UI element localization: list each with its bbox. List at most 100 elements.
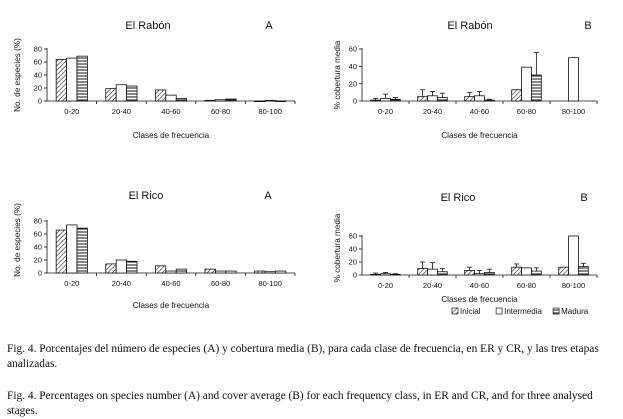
bar — [204, 268, 216, 274]
bar — [531, 74, 542, 102]
bar — [115, 259, 128, 274]
x-tick-label: 20-40 — [112, 279, 131, 288]
bar — [417, 96, 428, 102]
bar — [254, 100, 266, 103]
y-axis-label: % cobertura media — [333, 40, 342, 109]
bar — [165, 270, 177, 274]
y-tick-label: 0 — [38, 269, 42, 278]
bar — [126, 85, 138, 102]
bar — [464, 270, 475, 276]
chart-p1: El Rabón A No. de especies (%) 0 20 40 60 80 0-2… — [13, 20, 296, 140]
bar — [55, 229, 67, 274]
y-tick-label: 60 — [34, 230, 42, 239]
bar — [105, 88, 117, 102]
x-tick-label: 40-60 — [470, 107, 489, 116]
chart-site-title: El Rico — [129, 190, 164, 202]
bar — [380, 273, 391, 276]
bar — [370, 99, 381, 102]
legend: Inicial Intermedia Madura — [451, 307, 589, 316]
x-tick-label: 80-100 — [259, 279, 282, 288]
y-tick-label: 80 — [34, 45, 42, 54]
bar — [175, 98, 188, 102]
bar — [275, 270, 287, 274]
bar — [390, 273, 401, 276]
y-tick-label: 20 — [34, 84, 42, 93]
y-tick-label: 40 — [34, 71, 42, 80]
x-tick-label: 60-80 — [211, 279, 230, 288]
x-tick-label: 80-100 — [562, 107, 585, 116]
x-tick-label: 40-60 — [470, 281, 489, 290]
bar — [225, 98, 237, 102]
figure-caption-english: Fig. 4. Percentages on species number (A… — [7, 390, 593, 417]
bar — [154, 89, 167, 102]
y-tick-label: 40 — [349, 245, 357, 254]
x-tick-label: 80-100 — [259, 107, 282, 116]
bar — [417, 268, 428, 276]
bar — [437, 97, 448, 102]
bar — [511, 89, 522, 102]
figure-4-charts: El Rabón A No. de especies (%) 0 20 40 60 80 0-2… — [13, 20, 598, 316]
bar — [370, 273, 381, 276]
bar — [264, 99, 276, 102]
bar — [521, 66, 532, 102]
bar — [568, 57, 579, 102]
chart-panel-letter: A — [264, 190, 272, 202]
chart-p2: El Rabón B % cobertura media 0 20 40 60 0-20 20-… — [333, 20, 598, 140]
bar — [511, 266, 522, 276]
y-tick-label: 20 — [349, 258, 357, 267]
legend-label: Intermedia — [504, 307, 542, 316]
bar — [165, 94, 177, 102]
legend-swatch — [495, 307, 503, 315]
bar — [66, 57, 78, 102]
x-tick-label: 20-40 — [423, 281, 442, 290]
x-tick-label: 60-80 — [211, 107, 230, 116]
legend-label: Madura — [561, 307, 589, 316]
figure-caption-spanish: Fig. 4. Porcentajes del número de especi… — [7, 343, 599, 370]
chart-p4: El Rico B % cobertura media 0 20 40 60 0-20 20-4… — [333, 192, 598, 316]
y-tick-label: 60 — [349, 232, 357, 241]
x-tick-label: 0-20 — [378, 281, 393, 290]
bar — [126, 260, 138, 274]
bar — [380, 98, 391, 102]
chart-panel-letter: B — [584, 20, 591, 32]
y-axis-label: No. de especies (%) — [13, 38, 22, 112]
x-tick-label: 0-20 — [64, 279, 79, 288]
bar — [214, 99, 227, 102]
chart-panel-letter: A — [265, 20, 273, 32]
x-axis-label: Clases de frecuencia — [441, 295, 518, 304]
bar — [66, 224, 78, 274]
bar — [474, 95, 485, 102]
bar — [115, 84, 128, 102]
bar — [484, 271, 495, 276]
bar — [76, 227, 88, 274]
bar — [214, 270, 227, 274]
bar — [154, 265, 167, 274]
bar — [225, 270, 237, 274]
x-axis-label: Clases de frecuencia — [133, 301, 210, 310]
bar — [204, 99, 216, 102]
y-tick-label: 40 — [34, 243, 42, 252]
bar — [254, 270, 266, 274]
y-axis-label: % cobertura media — [333, 213, 342, 282]
x-tick-label: 40-60 — [161, 279, 180, 288]
x-axis-label: Clases de frecuencia — [133, 131, 210, 140]
x-tick-label: 20-40 — [423, 107, 442, 116]
bar — [390, 98, 401, 102]
y-tick-label: 20 — [34, 256, 42, 265]
y-tick-label: 20 — [349, 79, 357, 88]
chart-site-title: El Rico — [441, 192, 476, 204]
bar — [76, 55, 88, 102]
bar — [558, 266, 569, 276]
chart-site-title: El Rabón — [125, 20, 170, 32]
bar — [427, 268, 438, 276]
y-tick-label: 80 — [34, 217, 42, 226]
bar — [578, 266, 589, 276]
bar — [521, 267, 532, 276]
x-tick-label: 80-100 — [562, 281, 585, 290]
y-tick-label: 40 — [349, 62, 357, 71]
y-tick-label: 60 — [34, 58, 42, 67]
x-tick-label: 20-40 — [112, 107, 131, 116]
legend-swatch — [552, 307, 560, 315]
bar — [55, 59, 67, 102]
bar — [464, 96, 475, 102]
